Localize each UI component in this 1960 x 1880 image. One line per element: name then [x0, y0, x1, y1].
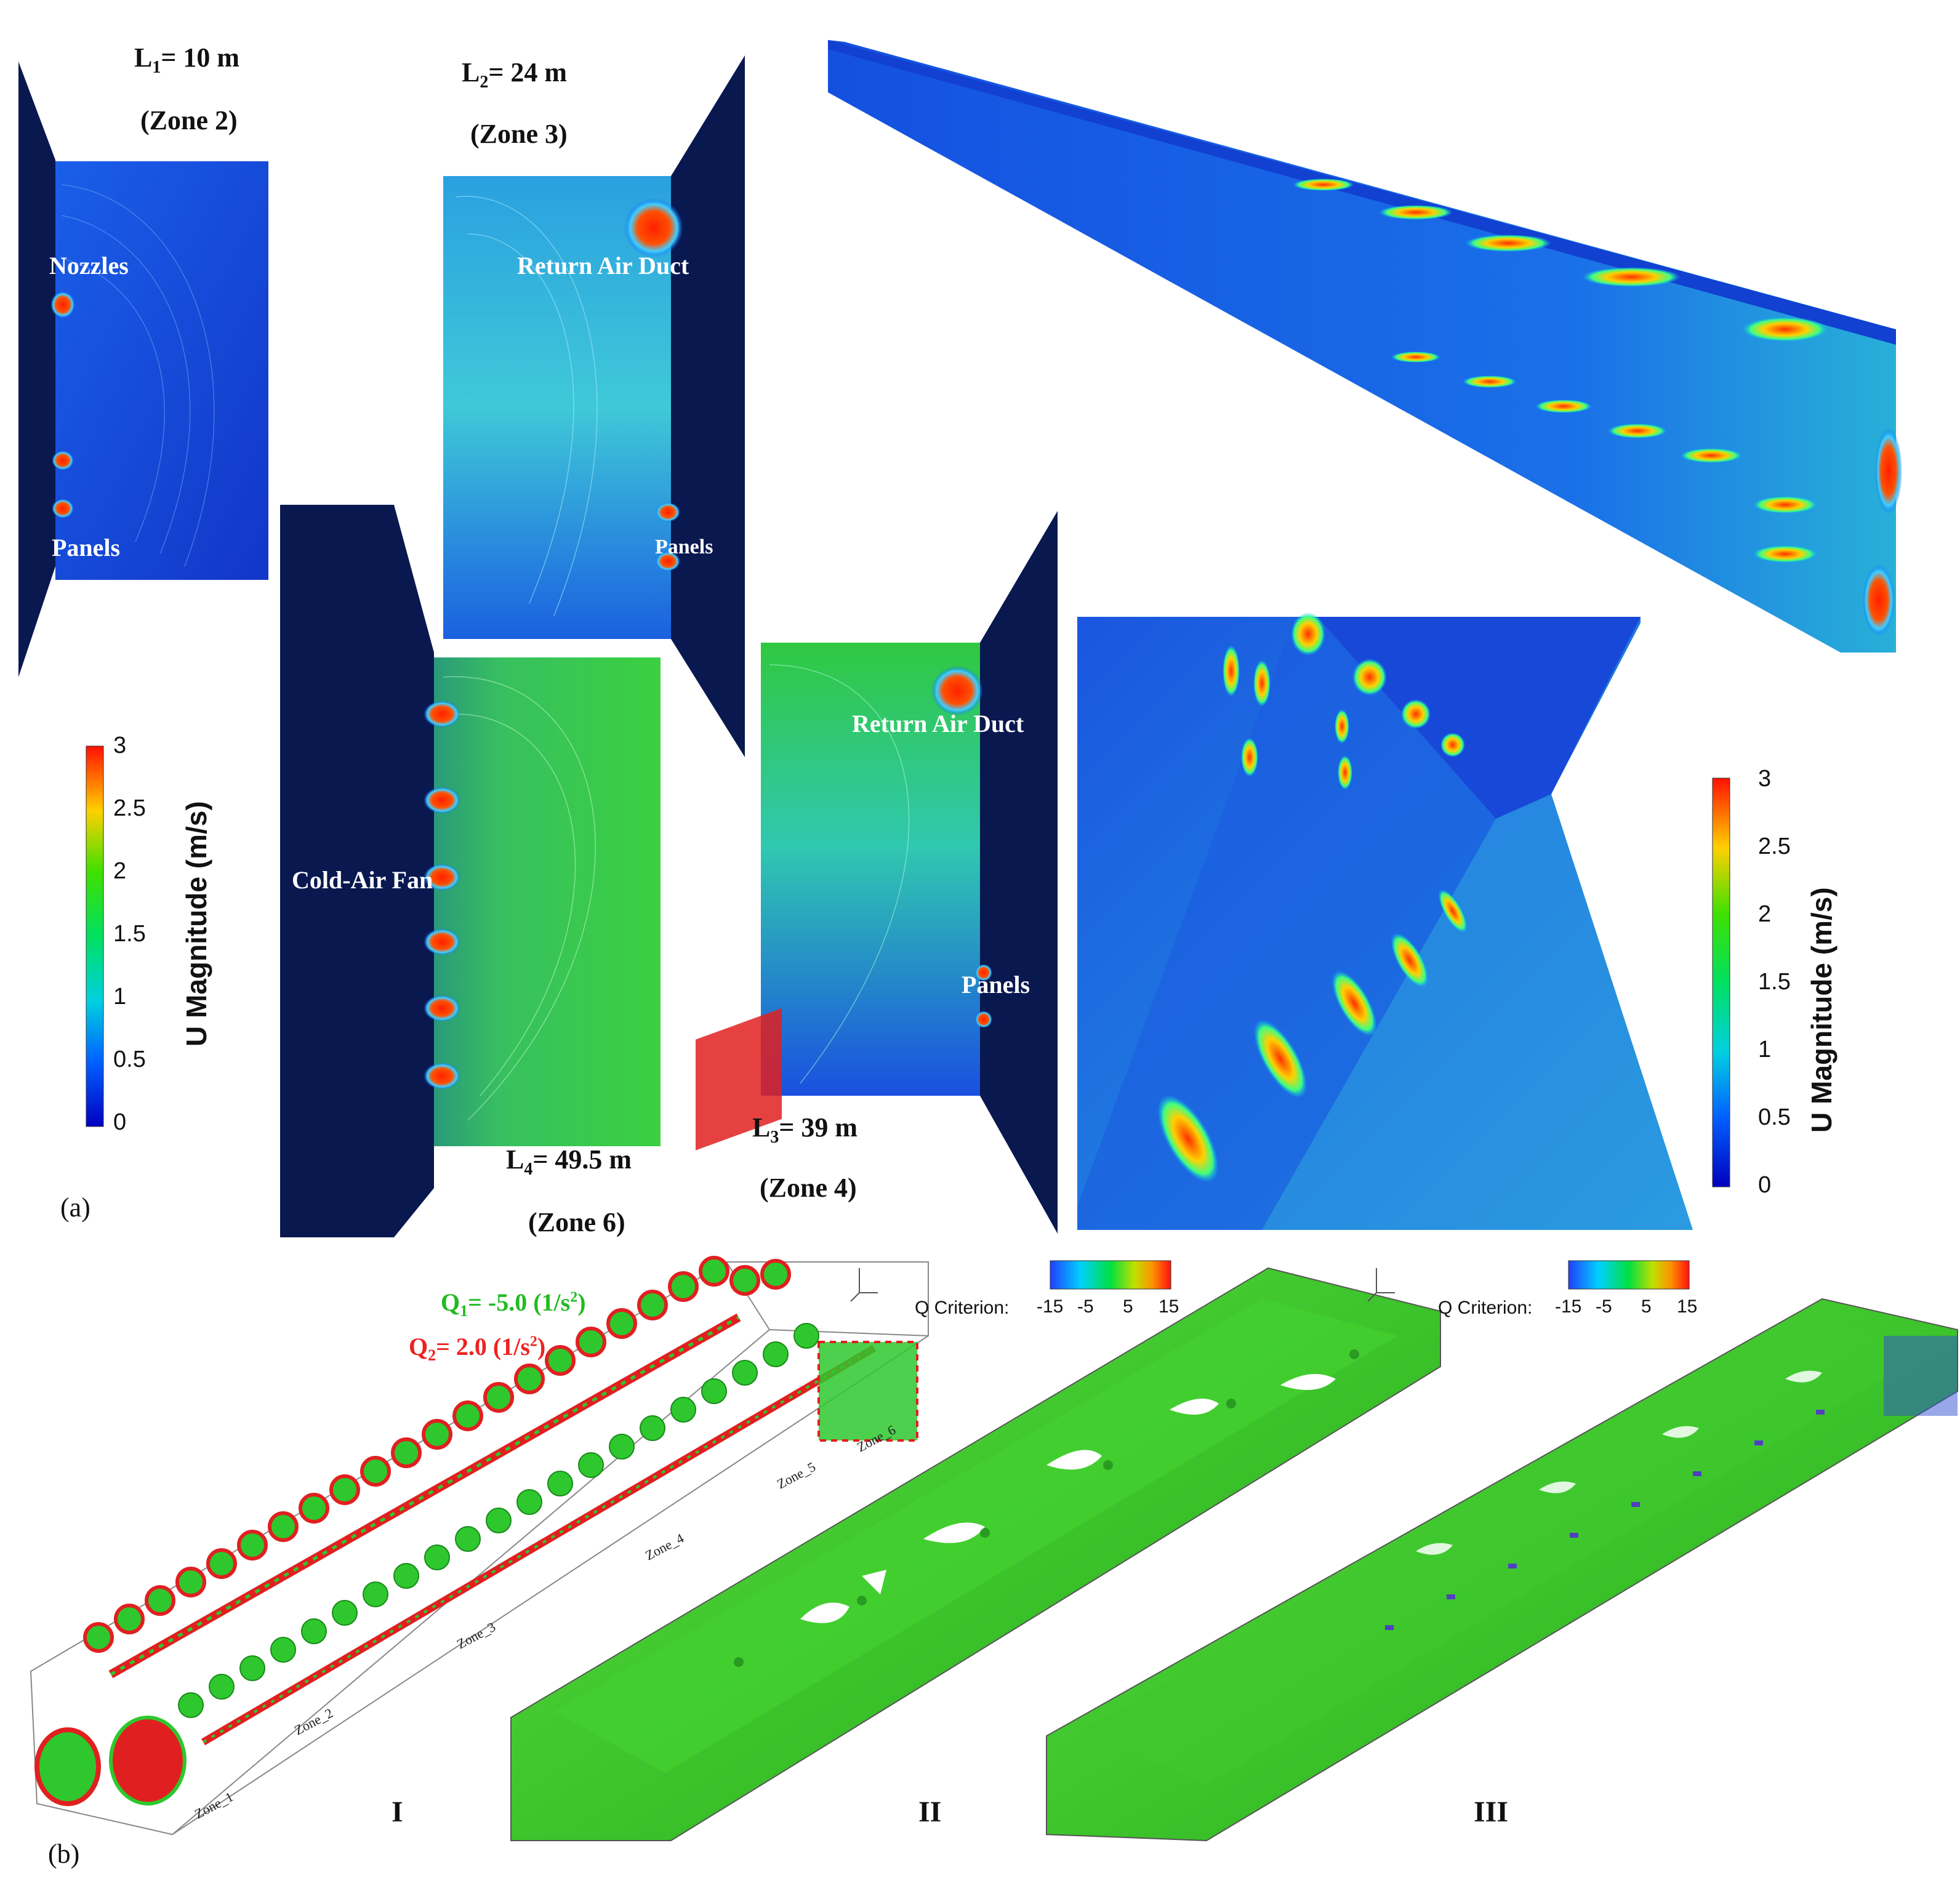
zone4-length-label: L3= 39 m — [752, 1112, 858, 1147]
subfigure-II-label: II — [918, 1796, 942, 1828]
q-colorbar-2 — [1568, 1260, 1690, 1290]
q1-value-label: Q1= -5.0 (1/s2) — [441, 1288, 586, 1320]
subfigure-III-isosurfaces — [1046, 1298, 1958, 1842]
q-criterion-label-1: Q Criterion: — [915, 1298, 1010, 1318]
return-air-duct-label-zone4: Return Air Duct — [852, 710, 1024, 737]
zone4-name-label: (Zone 4) — [760, 1173, 857, 1203]
panel-a-label: (a) — [60, 1192, 90, 1223]
zone2-slice — [18, 62, 268, 677]
zone6-name-label: (Zone 6) — [528, 1207, 625, 1237]
q2-value-label: Q2= 2.0 (1/s2) — [409, 1333, 546, 1364]
zone2-length-label: L1= 10 m — [134, 42, 240, 77]
cold-air-fan-label: Cold-Air Fan — [292, 866, 433, 894]
zone2-name-label: (Zone 2) — [140, 105, 238, 135]
corridor-perspective-interior — [1077, 613, 1693, 1230]
colorbar-left-title: U Magnitude (m/s) — [180, 801, 212, 1046]
colorbar-right-title: U Magnitude (m/s) — [1805, 887, 1837, 1133]
subfigure-I-isosurfaces — [30, 1008, 929, 1836]
panels-label-zone2: Panels — [52, 534, 121, 561]
zone3-name-label: (Zone 3) — [470, 119, 568, 149]
panels-label-zone4: Panels — [962, 971, 1030, 998]
zone3-slice — [443, 55, 745, 757]
zone4-slice — [761, 511, 1058, 1234]
panel-b-label: (b) — [48, 1839, 80, 1869]
subfigure-I-label: I — [392, 1796, 403, 1828]
nozzles-label: Nozzles — [49, 252, 129, 279]
subfigure-III-label: III — [1474, 1796, 1509, 1828]
q-criterion-label-2: Q Criterion: — [1438, 1298, 1533, 1318]
panels-label-zone3: Panels — [655, 536, 713, 558]
colorbar-right — [1712, 777, 1730, 1187]
colorbar-left — [86, 745, 104, 1127]
return-air-duct-label-zone3: Return Air Duct — [517, 252, 689, 279]
zone3-length-label: L2= 24 m — [462, 57, 568, 92]
subfigure-II-isosurfaces — [510, 1267, 1441, 1841]
corridor-perspective-top — [828, 40, 1902, 653]
zone6-slice — [280, 505, 661, 1237]
axis-triad-icon — [850, 1268, 1395, 1302]
q-colorbar-1 — [1050, 1260, 1171, 1290]
zone6-length-label: L4= 49.5 m — [506, 1144, 632, 1179]
